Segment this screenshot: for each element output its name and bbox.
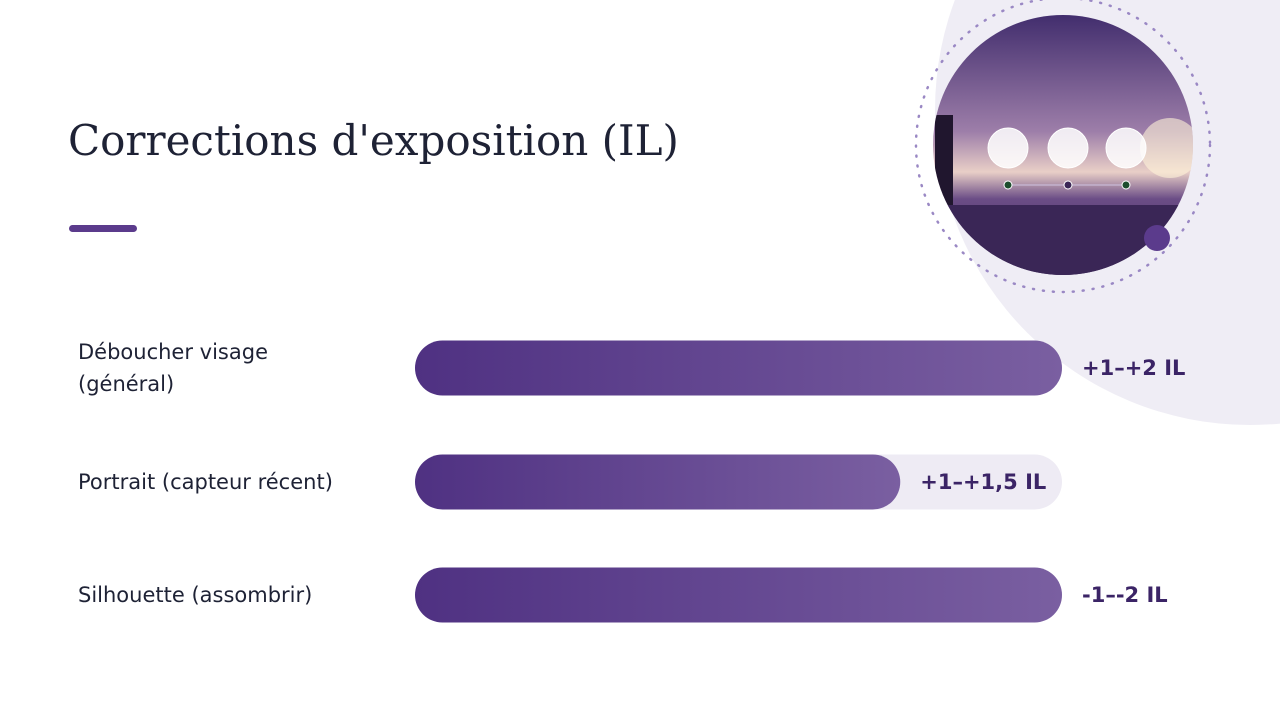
bar (415, 340, 1062, 396)
dotted-ring (914, 0, 1212, 294)
value-label: +1–+2 IL (1082, 356, 1186, 380)
category-label: Portrait (capteur récent) (78, 470, 333, 494)
bar (415, 454, 901, 510)
category-label: Silhouette (assombrir) (78, 583, 313, 607)
category-label: Déboucher visage (général) (78, 340, 268, 396)
decor-dot (1144, 225, 1170, 251)
chart-title: Corrections d'exposition (IL) (68, 116, 679, 165)
accent-line (69, 225, 137, 232)
bar (415, 567, 1062, 623)
value-label: +1–+1,5 IL (920, 470, 1047, 494)
value-label: -1–-2 IL (1082, 583, 1168, 607)
